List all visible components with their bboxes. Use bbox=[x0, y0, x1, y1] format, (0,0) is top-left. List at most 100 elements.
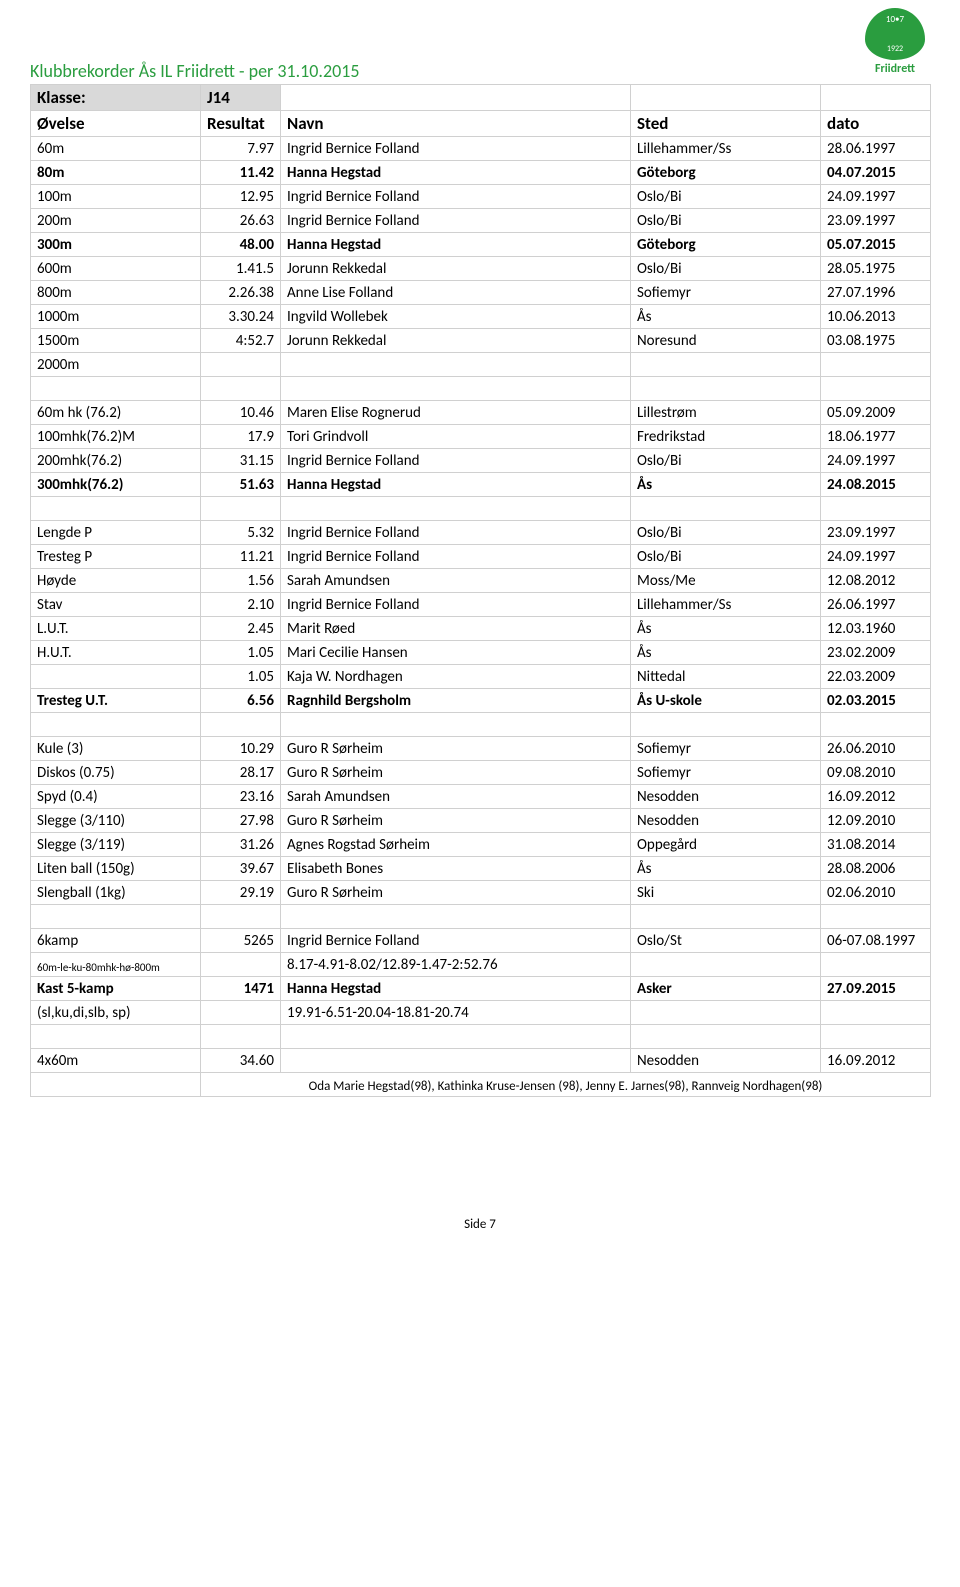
cell-resultat: 1.05 bbox=[201, 641, 281, 665]
cell-dato: 24.09.1997 bbox=[821, 545, 931, 569]
cell-dato: 26.06.1997 bbox=[821, 593, 931, 617]
cell-resultat: 3.30.24 bbox=[201, 305, 281, 329]
record-row: Slegge (3/110)27.98Guro R SørheimNesodde… bbox=[31, 809, 931, 833]
cell-resultat: 34.60 bbox=[201, 1049, 281, 1073]
cell-navn: Guro R Sørheim bbox=[281, 809, 631, 833]
record-row: 60m hk (76.2)10.46Maren Elise RognerudLi… bbox=[31, 401, 931, 425]
col-navn: Navn bbox=[281, 111, 631, 137]
cell-dato: 05.09.2009 bbox=[821, 401, 931, 425]
cell-dato: 04.07.2015 bbox=[821, 161, 931, 185]
record-row: Stav2.10Ingrid Bernice FollandLillehamme… bbox=[31, 593, 931, 617]
cell-navn: Tori Grindvoll bbox=[281, 425, 631, 449]
cell-sted: Nesodden bbox=[631, 809, 821, 833]
cell-dato: 03.08.1975 bbox=[821, 329, 931, 353]
cell-dato: 23.09.1997 bbox=[821, 209, 931, 233]
cell-sted: Ski bbox=[631, 881, 821, 905]
cell-sted: Göteborg bbox=[631, 233, 821, 257]
record-row: 100m12.95Ingrid Bernice FollandOslo/Bi24… bbox=[31, 185, 931, 209]
cell-navn: Sarah Amundsen bbox=[281, 569, 631, 593]
cell-ovelse: 800m bbox=[31, 281, 201, 305]
record-row: H.U.T.1.05Mari Cecilie HansenÅs23.02.200… bbox=[31, 641, 931, 665]
record-row: Tresteg U.T.6.56Ragnhild BergsholmÅs U-s… bbox=[31, 689, 931, 713]
cell-resultat: 1.05 bbox=[201, 665, 281, 689]
record-row: 2000m bbox=[31, 353, 931, 377]
cell-navn: Hanna Hegstad bbox=[281, 233, 631, 257]
record-row: Slengball (1kg)29.19Guro R SørheimSki02.… bbox=[31, 881, 931, 905]
cell-navn: Ragnhild Bergsholm bbox=[281, 689, 631, 713]
cell-dato: 18.06.1977 bbox=[821, 425, 931, 449]
record-row: 4x60m34.60Nesodden16.09.2012 bbox=[31, 1049, 931, 1073]
records-table: Klasse:J14ØvelseResultatNavnSteddato60m7… bbox=[30, 84, 931, 1097]
cell-navn: Jorunn Rekkedal bbox=[281, 329, 631, 353]
cell-sted: Lillehammer/Ss bbox=[631, 137, 821, 161]
record-row: 80m11.42Hanna HegstadGöteborg04.07.2015 bbox=[31, 161, 931, 185]
col-dato: dato bbox=[821, 111, 931, 137]
cell-ovelse: 300mhk(76.2) bbox=[31, 473, 201, 497]
logo-caption: Friidrett bbox=[860, 62, 930, 76]
cell-ovelse: 60m-le-ku-80mhk-hø-800m bbox=[31, 953, 201, 977]
cell-navn: Marit Røed bbox=[281, 617, 631, 641]
cell-dato: 09.08.2010 bbox=[821, 761, 931, 785]
record-row: 300mhk(76.2)51.63Hanna HegstadÅs24.08.20… bbox=[31, 473, 931, 497]
cell-dato: 24.09.1997 bbox=[821, 449, 931, 473]
cell-ovelse: Spyd (0.4) bbox=[31, 785, 201, 809]
cell-ovelse: (sl,ku,di,slb, sp) bbox=[31, 1001, 201, 1025]
record-row: 60m7.97Ingrid Bernice FollandLillehammer… bbox=[31, 137, 931, 161]
cell-sted: Nittedal bbox=[631, 665, 821, 689]
cell-sted: Oslo/Bi bbox=[631, 209, 821, 233]
cell-sted: Sofiemyr bbox=[631, 737, 821, 761]
cell-dato: 16.09.2012 bbox=[821, 1049, 931, 1073]
relay-footnote: Oda Marie Hegstad(98), Kathinka Kruse-Je… bbox=[201, 1073, 931, 1097]
cell-ovelse: Kule (3) bbox=[31, 737, 201, 761]
document-title: Klubbrekorder Ås IL Friidrett - per 31.1… bbox=[30, 60, 930, 82]
cell-sted: Oslo/Bi bbox=[631, 185, 821, 209]
record-row: L.U.T.2.45Marit RøedÅs12.03.1960 bbox=[31, 617, 931, 641]
cell-sted: Oslo/Bi bbox=[631, 521, 821, 545]
cell-ovelse: 80m bbox=[31, 161, 201, 185]
cell-ovelse: 300m bbox=[31, 233, 201, 257]
cell-navn: Ingrid Bernice Folland bbox=[281, 449, 631, 473]
cell-dato: 05.07.2015 bbox=[821, 233, 931, 257]
cell-dato: 12.03.1960 bbox=[821, 617, 931, 641]
record-row: 200mhk(76.2)31.15Ingrid Bernice FollandO… bbox=[31, 449, 931, 473]
cell-dato: 28.05.1975 bbox=[821, 257, 931, 281]
record-row: 1500m4:52.7Jorunn RekkedalNoresund03.08.… bbox=[31, 329, 931, 353]
cell-navn: Guro R Sørheim bbox=[281, 737, 631, 761]
cell-navn: Elisabeth Bones bbox=[281, 857, 631, 881]
cell-resultat: 4:52.7 bbox=[201, 329, 281, 353]
cell-resultat: 2.10 bbox=[201, 593, 281, 617]
cell-dato: 28.06.1997 bbox=[821, 137, 931, 161]
cell-ovelse: 600m bbox=[31, 257, 201, 281]
cell-sted: Noresund bbox=[631, 329, 821, 353]
cell-dato bbox=[821, 353, 931, 377]
cell-navn: Maren Elise Rognerud bbox=[281, 401, 631, 425]
record-row: Slegge (3/119)31.26Agnes Rogstad Sørheim… bbox=[31, 833, 931, 857]
cell-sted: Moss/Me bbox=[631, 569, 821, 593]
cell-ovelse: Tresteg P bbox=[31, 545, 201, 569]
record-row: Liten ball (150g)39.67Elisabeth BonesÅs2… bbox=[31, 857, 931, 881]
cell-ovelse: Lengde P bbox=[31, 521, 201, 545]
cell-navn bbox=[281, 1049, 631, 1073]
cell-navn: Guro R Sørheim bbox=[281, 761, 631, 785]
cell-resultat: 26.63 bbox=[201, 209, 281, 233]
cell-sted: Sofiemyr bbox=[631, 281, 821, 305]
cell-ovelse: 6kamp bbox=[31, 929, 201, 953]
detail-row: (sl,ku,di,slb, sp)19.91-6.51-20.04-18.81… bbox=[31, 1001, 931, 1025]
cell-resultat: 27.98 bbox=[201, 809, 281, 833]
cell-sted: Oslo/Bi bbox=[631, 257, 821, 281]
cell-ovelse: 200m bbox=[31, 209, 201, 233]
cell-resultat: 6.56 bbox=[201, 689, 281, 713]
record-row: Diskos (0.75)28.17Guro R SørheimSofiemyr… bbox=[31, 761, 931, 785]
cell-ovelse: 1500m bbox=[31, 329, 201, 353]
cell-dato: 16.09.2012 bbox=[821, 785, 931, 809]
cell-ovelse: 2000m bbox=[31, 353, 201, 377]
cell-ovelse: Diskos (0.75) bbox=[31, 761, 201, 785]
cell-navn: Ingrid Bernice Folland bbox=[281, 137, 631, 161]
cell-resultat: 2.45 bbox=[201, 617, 281, 641]
cell-navn: Ingvild Wollebek bbox=[281, 305, 631, 329]
col-ovelse: Øvelse bbox=[31, 111, 201, 137]
record-row: 600m1.41.5Jorunn RekkedalOslo/Bi28.05.19… bbox=[31, 257, 931, 281]
cell-ovelse: H.U.T. bbox=[31, 641, 201, 665]
cell-sted: Ås bbox=[631, 617, 821, 641]
cell-sted: Ås bbox=[631, 857, 821, 881]
